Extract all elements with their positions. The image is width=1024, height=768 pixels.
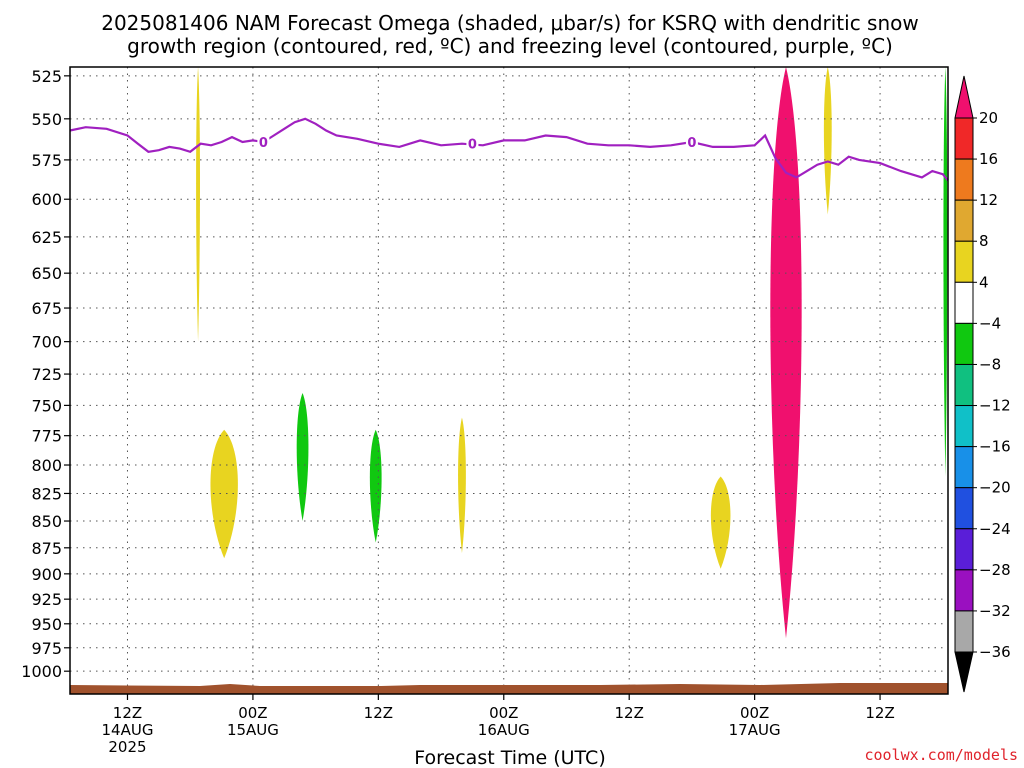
colorbar-label-0: 20 (979, 109, 998, 127)
omega-region-2 (296, 392, 309, 522)
y-tick-label-700: 700 (31, 333, 62, 352)
x-axis-label: Forecast Time (UTC) (414, 747, 605, 768)
y-tick-label-575: 575 (31, 151, 62, 170)
colorbar-label-5: −4 (979, 314, 1001, 332)
y-tick-label-675: 675 (31, 299, 62, 318)
y-tick-label-600: 600 (31, 190, 62, 209)
freezing-label-bg-2 (685, 134, 698, 150)
x-tick-year-12: 2025 (108, 738, 146, 756)
y-tick-label-900: 900 (31, 565, 62, 584)
chart-title-line-2: growth region (contoured, red, ºC) and f… (127, 34, 893, 58)
colorbar-bin-0 (954, 117, 974, 160)
x-tick-date-48: 16AUG (478, 721, 530, 739)
colorbar-label-10: −24 (979, 520, 1011, 538)
x-tick-date-12: 14AUG (102, 721, 154, 739)
y-tick-label-850: 850 (31, 512, 62, 531)
omega-shading (196, 67, 948, 639)
colorbar-label-6: −8 (979, 355, 1001, 373)
colorbar-bin-7 (954, 405, 974, 448)
y-tick-label-875: 875 (31, 539, 62, 558)
colorbar-label-2: 12 (979, 191, 998, 209)
x-tick-date-24: 15AUG (227, 721, 279, 739)
colorbar-bin-11 (954, 569, 974, 612)
colorbar-bin-2 (954, 199, 974, 242)
colorbar-bin-5 (954, 322, 974, 365)
colorbar-bottom-triangle (954, 651, 974, 693)
colorbar-label-1: 16 (979, 150, 998, 168)
colorbar-label-8: −16 (979, 438, 1011, 456)
x-tick-label-24: 00Z (238, 704, 267, 722)
omega-region-0 (196, 67, 201, 342)
colorbar: 20 16 12 8 4 −4 −8 −12 −16 −20 −24 −28 −32 −36 (954, 75, 1011, 693)
y-tick-label-625: 625 (31, 228, 62, 247)
omega-region-5 (710, 476, 731, 569)
y-tick-label-750: 750 (31, 396, 62, 415)
y-tick-label-550: 550 (31, 110, 62, 129)
x-tick-label-12: 12Z (113, 704, 142, 722)
x-tick-date-72: 17AUG (729, 721, 781, 739)
plot-frame (69, 66, 949, 695)
y-tick-label-725: 725 (31, 365, 62, 384)
omega-region-6 (770, 67, 802, 639)
x-tick-label-72: 00Z (740, 704, 769, 722)
colorbar-label-3: 8 (979, 232, 989, 250)
omega-region-4 (458, 417, 466, 554)
y-tick-label-650: 650 (31, 264, 62, 283)
freezing-level-label-2: 0 (687, 136, 696, 151)
freezing-label-bg-1 (466, 135, 479, 151)
y-tick-label-975: 975 (31, 639, 62, 658)
colorbar-bin-12 (954, 610, 974, 653)
colorbar-top-triangle (954, 75, 974, 119)
colorbar-bin-8 (954, 446, 974, 489)
omega-region-1 (210, 429, 238, 559)
omega-region-7 (823, 67, 832, 215)
omega-region-3 (369, 429, 382, 543)
terrain-band (70, 683, 948, 694)
freezing-level-label-0: 0 (259, 136, 268, 151)
credit-link[interactable]: coolwx.com/models (864, 746, 1018, 764)
colorbar-label-4: 4 (979, 273, 989, 291)
y-tick-label-800: 800 (31, 456, 62, 475)
colorbar-bin-9 (954, 487, 974, 530)
x-tick-label-84: 12Z (865, 704, 894, 722)
colorbar-bin-3 (954, 240, 974, 283)
colorbar-bin-4 (954, 281, 974, 324)
plot-grid (70, 67, 948, 694)
x-tick-label-36: 12Z (364, 704, 393, 722)
colorbar-label-9: −20 (979, 479, 1011, 497)
x-tick-label-48: 00Z (489, 704, 518, 722)
y-tick-label-950: 950 (31, 615, 62, 634)
chart-title-line-1: 2025081406 NAM Forecast Omega (shaded, μ… (101, 11, 919, 35)
y-tick-label-525: 525 (31, 67, 62, 86)
freezing-label-bg-0 (257, 134, 270, 150)
colorbar-bin-10 (954, 528, 974, 571)
y-axis: 525 550 575 600 625 650 675 700 725 750 775 800 825 8… (21, 67, 70, 681)
colorbar-label-13: −36 (979, 643, 1011, 661)
y-tick-label-925: 925 (31, 590, 62, 609)
x-tick-label-60: 12Z (615, 704, 644, 722)
y-tick-label-825: 825 (31, 484, 62, 503)
freezing-level-label-1: 0 (468, 138, 477, 153)
y-tick-label-1000: 1000 (21, 662, 62, 681)
colorbar-bin-1 (954, 158, 974, 201)
colorbar-label-11: −28 (979, 561, 1011, 579)
colorbar-label-12: −32 (979, 602, 1011, 620)
freezing-level-contour: 0 0 0 (69, 117, 949, 182)
omega-region-8 (943, 67, 948, 477)
colorbar-label-7: −12 (979, 397, 1011, 415)
freezing-level-line (69, 117, 949, 182)
y-tick-label-775: 775 (31, 427, 62, 446)
colorbar-bin-6 (954, 363, 974, 407)
terrain-fill (70, 683, 948, 694)
